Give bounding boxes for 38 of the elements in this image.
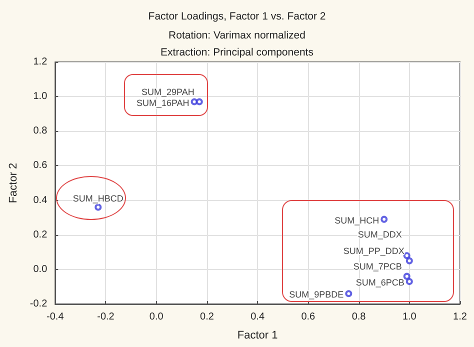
annotation: SUM_29PAH — [142, 86, 194, 97]
y-tick-label: 0.0 — [33, 264, 48, 275]
x-tick-label: -0.4 — [46, 312, 64, 322]
annotation: SUM_6PCB — [356, 278, 404, 288]
x-tick-label: 0.6 — [301, 312, 316, 322]
point — [403, 252, 410, 260]
x-tick-label: 0.0 — [149, 312, 164, 322]
chart-title: Factor Loadings, Factor 1 vs. Factor 2 — [148, 10, 326, 22]
x-tick-label: 0.4 — [250, 312, 265, 322]
y-tick-label: 0.4 — [33, 194, 48, 206]
x-tick-label: 1.0 — [402, 312, 417, 322]
point — [403, 272, 410, 280]
annotation: SUM_16PAH — [136, 98, 190, 108]
point — [380, 216, 388, 223]
point — [406, 278, 413, 286]
annotation: SUM_DDX — [358, 230, 402, 240]
annotation: SUM_7PCB — [353, 261, 402, 272]
point — [94, 204, 102, 211]
y-tick-label: 0.2 — [33, 229, 48, 240]
y-tick-label: -0.2 — [30, 298, 48, 310]
x-tick-label: 1.2 — [453, 312, 468, 322]
annotation: SUM_PP_DDX — [343, 246, 404, 256]
annotation: SUM_HCH — [334, 215, 380, 226]
annotation: SUM_HBCD — [72, 194, 124, 204]
point — [345, 290, 352, 298]
y-tick-label: 0.8 — [33, 126, 48, 137]
y-tick-label: 0.6 — [33, 160, 48, 172]
y-tick-label: 1.2 — [33, 56, 48, 68]
y-axis-title: Factor 2 — [8, 162, 20, 204]
point — [196, 98, 203, 106]
y-tick-label: 1.0 — [33, 91, 48, 102]
point — [406, 257, 413, 264]
x-axis-title: Factor 1 — [237, 330, 278, 342]
x-tick-label: 0.2 — [200, 312, 214, 322]
x-tick-label: 0.8 — [352, 312, 366, 322]
annotation: SUM_9PBDE — [289, 290, 344, 300]
chart-subtitle: Rotation: Varimax normalized Extraction: Principal components — [160, 30, 314, 58]
x-tick-label: -0.2 — [97, 312, 115, 322]
